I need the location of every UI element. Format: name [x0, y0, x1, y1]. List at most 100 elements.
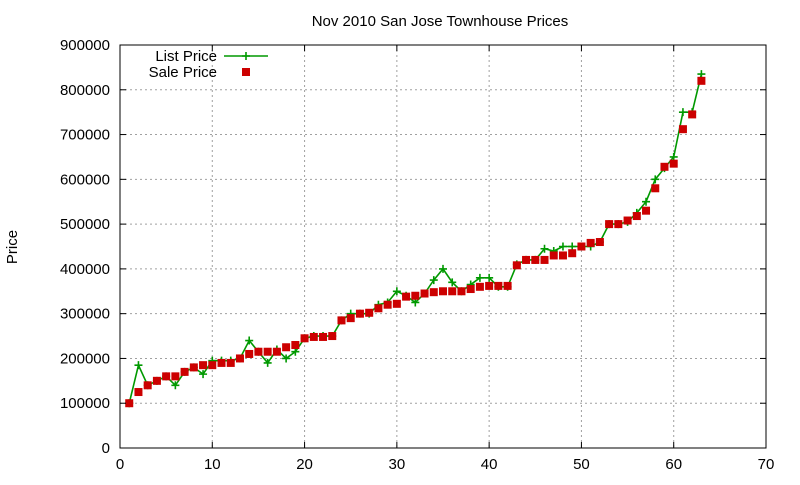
data-point — [199, 361, 208, 370]
data-point — [429, 288, 438, 297]
data-point — [531, 255, 540, 264]
legend-label: Sale Price — [149, 64, 217, 81]
data-point — [272, 347, 281, 356]
data-point — [614, 220, 623, 229]
data-point — [180, 367, 189, 376]
y-tick-label: 200000 — [60, 350, 110, 367]
x-tick-label: 60 — [665, 456, 682, 473]
data-point — [263, 358, 272, 367]
data-point — [171, 381, 180, 390]
y-tick-label: 100000 — [60, 395, 110, 412]
x-tick-label: 70 — [758, 456, 775, 473]
data-point — [568, 242, 577, 251]
data-point — [503, 281, 512, 290]
data-point — [245, 349, 254, 358]
y-tick-label: 700000 — [60, 127, 110, 144]
data-point — [651, 175, 660, 184]
series-layer — [125, 70, 706, 408]
data-point — [678, 108, 687, 117]
chart-title: Nov 2010 San Jose Townhouse Prices — [312, 13, 569, 30]
data-point — [402, 292, 411, 301]
data-point — [208, 361, 217, 370]
data-point — [199, 370, 208, 379]
data-point — [134, 388, 143, 397]
y-tick-label: 0 — [102, 440, 110, 457]
data-point — [282, 343, 291, 352]
x-tick-label: 30 — [389, 456, 406, 473]
series-sale-price — [125, 76, 706, 408]
y-tick-label: 500000 — [60, 216, 110, 233]
data-point — [411, 298, 420, 307]
data-point — [558, 251, 567, 260]
data-point — [282, 354, 291, 363]
data-point — [688, 110, 697, 119]
data-point — [411, 291, 420, 300]
legend-swatch-marker — [242, 52, 250, 60]
y-tick-label: 300000 — [60, 306, 110, 323]
data-point — [392, 299, 401, 308]
y-tick-label: 900000 — [60, 37, 110, 54]
data-point — [226, 358, 235, 367]
data-point — [171, 372, 180, 381]
data-point — [577, 242, 586, 251]
data-point — [134, 361, 143, 370]
data-point — [143, 381, 152, 390]
data-point — [678, 125, 687, 134]
data-point — [439, 264, 447, 273]
data-point — [420, 289, 429, 298]
data-point — [485, 281, 494, 290]
x-tick-label: 50 — [573, 456, 590, 473]
data-point — [494, 281, 503, 290]
data-point — [540, 244, 549, 253]
data-point — [300, 334, 309, 343]
data-point — [189, 363, 198, 372]
grid — [120, 45, 766, 448]
data-point — [568, 249, 577, 258]
x-tick-label: 0 — [116, 456, 124, 473]
data-point — [374, 304, 383, 313]
series-line — [128, 73, 703, 404]
data-point — [162, 372, 171, 381]
data-point — [466, 285, 475, 294]
data-point — [475, 282, 484, 291]
data-point — [697, 70, 706, 79]
data-point — [642, 206, 651, 215]
data-point — [697, 76, 706, 85]
data-point — [346, 314, 355, 323]
data-point — [235, 354, 244, 363]
x-tick-label: 10 — [204, 456, 221, 473]
data-point — [605, 220, 614, 229]
data-point — [586, 238, 595, 247]
legend-label: List Price — [155, 48, 217, 65]
data-point — [549, 251, 558, 260]
data-point — [217, 358, 226, 367]
data-point — [429, 276, 438, 285]
data-point — [263, 347, 272, 356]
data-point — [522, 255, 531, 264]
data-point — [125, 399, 134, 408]
x-tick-label: 40 — [481, 456, 498, 473]
x-tick-label: 20 — [296, 456, 313, 473]
data-point — [540, 255, 549, 264]
data-point — [485, 273, 494, 282]
y-tick-label: 600000 — [60, 171, 110, 188]
y-tick-label: 800000 — [60, 82, 110, 99]
data-point — [632, 212, 641, 221]
data-point — [337, 316, 346, 325]
data-point — [595, 238, 604, 247]
data-point — [254, 347, 263, 356]
data-point — [309, 332, 318, 341]
legend-swatch-marker — [242, 68, 250, 76]
data-point — [328, 332, 337, 341]
data-point — [651, 184, 660, 193]
data-point — [475, 273, 484, 282]
data-point — [642, 197, 651, 206]
data-point — [392, 287, 401, 296]
data-point — [365, 308, 374, 317]
data-point — [448, 287, 457, 296]
data-point — [558, 242, 567, 251]
data-point — [291, 341, 300, 350]
